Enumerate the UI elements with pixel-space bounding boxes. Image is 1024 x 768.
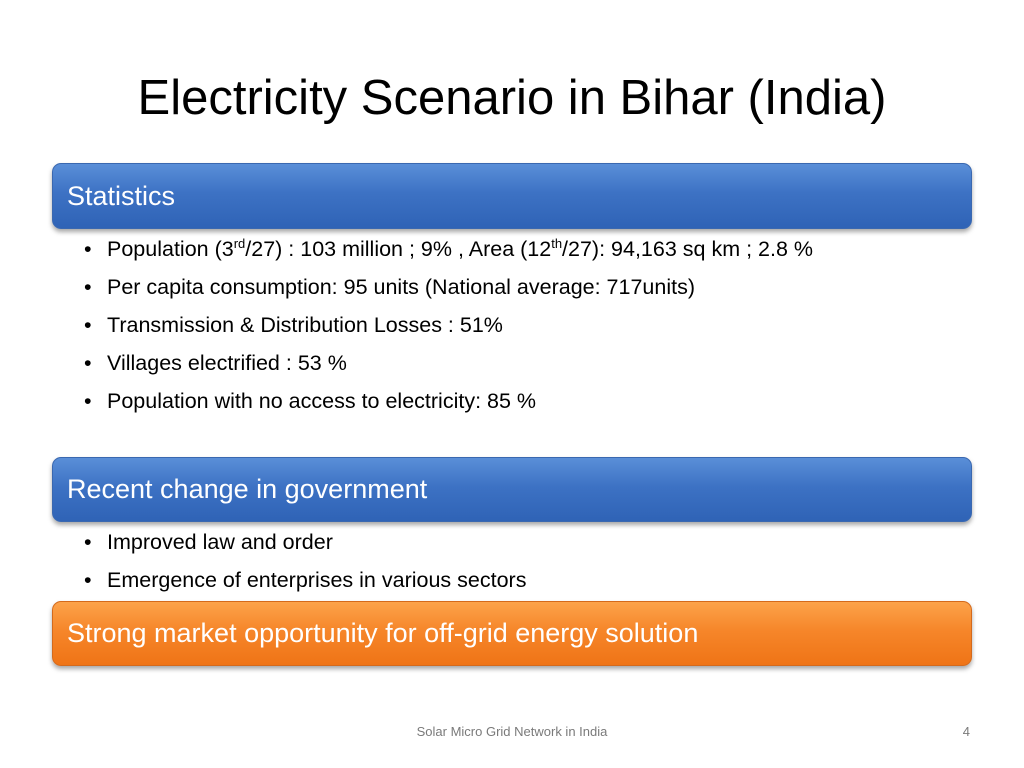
section-header-statistics: Statistics [52,163,972,229]
list-item-text: Improved law and order [107,530,333,554]
bullet-icon: • [84,351,92,375]
list-item: • Transmission & Distribution Losses : 5… [84,310,944,340]
statistics-list: • Population (3rd/27) : 103 million ; 9%… [84,234,944,424]
list-item: • Emergence of enterprises in various se… [84,565,944,595]
section-header-market-opportunity: Strong market opportunity for off-grid e… [52,601,972,666]
list-item: • Population (3rd/27) : 103 million ; 9%… [84,234,944,264]
bullet-icon: • [84,530,92,554]
government-list: • Improved law and order • Emergence of … [84,527,944,603]
section-header-label: Recent change in government [67,474,428,504]
bullet-icon: • [84,568,92,592]
page-number: 4 [962,724,970,739]
bullet-icon: • [84,389,92,413]
bullet-icon: • [84,237,92,261]
list-item: • Improved law and order [84,527,944,557]
slide-title: Electricity Scenario in Bihar (India) [137,71,887,125]
list-item-text: Emergence of enterprises in various sect… [107,568,527,592]
list-item-text: Per capita consumption: 95 units (Nation… [107,275,696,299]
bullet-icon: • [84,313,92,337]
list-item: • Population with no access to electrici… [84,386,944,416]
section-header-label: Strong market opportunity for off-grid e… [67,618,699,648]
slide-footer: Solar Micro Grid Network in India [416,724,608,739]
bullet-icon: • [84,275,92,299]
list-item-text: Villages electrified : 53 % [107,351,347,375]
section-header-label: Statistics [67,180,176,211]
section-header-government: Recent change in government [52,457,972,522]
list-item: • Villages electrified : 53 % [84,348,944,378]
list-item-text: Population (3rd/27) : 103 million ; 9% ,… [107,236,814,261]
list-item-text: Transmission & Distribution Losses : 51% [107,313,503,337]
list-item: • Per capita consumption: 95 units (Nati… [84,272,944,302]
list-item-text: Population with no access to electricity… [107,389,537,413]
